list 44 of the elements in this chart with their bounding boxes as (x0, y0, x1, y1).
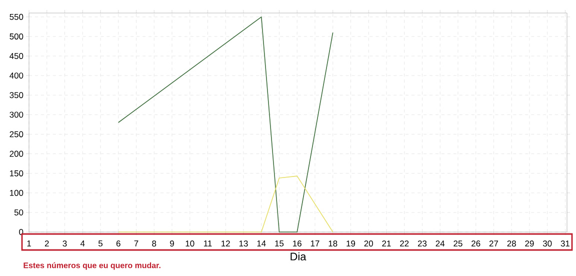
line-series (118, 16, 334, 232)
y-tick-label: 50 (14, 209, 24, 216)
x-tick-label: 28 (507, 240, 516, 247)
x-tick-label: 25 (454, 240, 462, 247)
y-tick-label: 250 (10, 131, 24, 138)
x-tick-label: 19 (346, 240, 356, 247)
x-tick-label: 4 (80, 240, 85, 246)
x-tick-label: 7 (134, 240, 138, 246)
x-tick-label: 21 (382, 240, 391, 246)
x-tick-label: 16 (293, 240, 302, 247)
x-tick-label: 1 (27, 240, 31, 246)
x-tick-label: 24 (436, 240, 445, 246)
y-tick-label: 300 (10, 112, 24, 118)
y-tick-label: 350 (10, 92, 24, 98)
x-tick-label: 12 (222, 240, 230, 246)
x-tick-label: 26 (472, 240, 480, 247)
y-tick-label: 400 (10, 72, 24, 79)
x-tick-label: 6 (116, 240, 120, 247)
x-tick-label: 2 (44, 240, 49, 246)
x-tick-label: 8 (152, 240, 156, 247)
x-tick-label: 29 (525, 240, 534, 247)
y-tick-label: 200 (10, 150, 24, 157)
x-tick-label: 15 (275, 240, 284, 246)
x-tick-label: 23 (418, 240, 427, 247)
x-tick-label: 22 (400, 240, 409, 246)
x-tick-label: 27 (489, 240, 498, 246)
y-tick-label: 100 (10, 190, 24, 196)
y-tick-label: 550 (10, 14, 24, 20)
y-tick-label: 500 (10, 33, 24, 40)
x-tick-label: 5 (98, 240, 102, 246)
x-tick-label: 18 (328, 240, 338, 247)
y-tick-label: 450 (10, 53, 24, 60)
x-tick-label: 17 (310, 240, 320, 246)
x-axis-title: Dia (290, 252, 306, 260)
x-tick-label: 10 (186, 240, 194, 247)
x-tick-label: 20 (364, 240, 373, 247)
x-tick-label: 14 (257, 240, 266, 246)
x-tick-label: 3 (62, 240, 67, 247)
x-tick-label: 11 (204, 240, 212, 246)
x-tick-label: 9 (170, 240, 174, 247)
y-tick-label: 150 (10, 170, 24, 176)
x-tick-label: 30 (542, 240, 552, 247)
x-tick-label: 13 (239, 240, 248, 247)
x-tick-label: 31 (560, 240, 570, 247)
